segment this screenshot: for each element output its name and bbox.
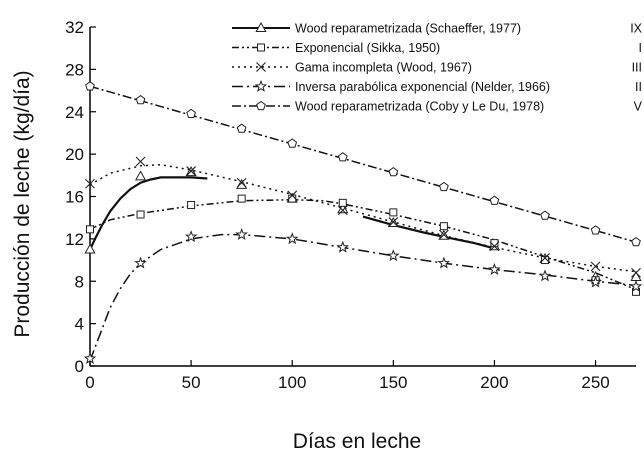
x-tick-label: 0 — [85, 373, 94, 392]
series-4-point-11 — [631, 236, 641, 247]
series-3-point-4 — [285, 232, 299, 245]
series-2-point-4 — [287, 190, 298, 201]
series-2-point-2 — [186, 166, 196, 176]
series-4-point-6 — [388, 166, 399, 177]
series-1-point-9 — [541, 256, 549, 265]
x-axis-label: Días en leche — [293, 430, 421, 453]
series-2-point-5 — [337, 205, 348, 216]
x-tick-label: 150 — [379, 373, 407, 392]
y-tick-label: 28 — [65, 60, 84, 79]
series-3-point-10 — [589, 275, 602, 288]
series-4-point-5 — [337, 152, 348, 162]
series-2-point-10 — [590, 261, 601, 272]
legend-marker-0 — [255, 21, 267, 32]
series-3-point-9 — [538, 269, 552, 282]
series-1-point-2 — [187, 200, 196, 209]
series-0-point-3 — [236, 178, 248, 189]
series-curve-0-segment — [362, 215, 495, 250]
legend-label-3: Inversa parabólica exponencial (Nelder, … — [295, 80, 550, 94]
series-3-point-1 — [134, 256, 147, 269]
series-1-point-0 — [86, 225, 94, 234]
x-tick-label: 50 — [182, 373, 201, 392]
series-4-point-3 — [236, 123, 247, 133]
series-4-point-9 — [540, 210, 550, 220]
series-curve-1 — [89, 198, 637, 291]
series-4-point-1 — [135, 94, 146, 105]
series-3-point-0 — [83, 351, 97, 364]
legend-marker-1 — [257, 43, 265, 52]
legend-marker-2 — [256, 62, 266, 72]
series-3-point-6 — [387, 249, 400, 262]
series-4-point-8 — [489, 195, 500, 205]
series-4-point-0 — [85, 81, 95, 91]
series-2-point-11 — [631, 267, 641, 278]
series-2-point-6 — [388, 217, 399, 227]
y-tick-label: 16 — [65, 188, 84, 207]
y-tick-label: 20 — [65, 145, 84, 164]
series-3-point-3 — [235, 227, 248, 240]
legend-label-1: Exponencial (Sikka, 1950) — [295, 41, 440, 55]
series-3-point-8 — [488, 262, 501, 275]
series-0-point-0 — [84, 243, 96, 254]
legend-label-4: Wood reparametrizada (Coby y Le Du, 1978… — [295, 100, 544, 114]
legend-label-0: Wood reparametrizada (Schaeffer, 1977) — [295, 22, 521, 36]
series-4-point-7 — [439, 181, 449, 192]
series-2-point-1 — [135, 156, 146, 167]
x-tick-label: 250 — [581, 373, 609, 392]
axes: 0 50 100 150 200 250 0 4 8 12 16 20 24 28 32 — [65, 18, 636, 392]
series-curves — [89, 85, 637, 361]
series-1-point-5 — [338, 198, 347, 207]
series-1-point-1 — [136, 210, 145, 219]
legend-code-4: V — [634, 100, 643, 114]
series-3-point-7 — [437, 256, 451, 269]
series-1-point-7 — [439, 222, 448, 231]
series-1-point-6 — [389, 208, 398, 217]
legend: Wood reparametrizada (Schaeffer, 1977) IX… — [232, 22, 643, 114]
legend-code-2: III — [632, 61, 642, 75]
legend-label-2: Gama incompleta (Wood, 1967) — [295, 61, 472, 75]
series-curve-3 — [89, 233, 637, 361]
y-tick-label: 0 — [75, 357, 84, 376]
series-2-point-7 — [439, 229, 449, 240]
series-2-point-8 — [489, 241, 500, 252]
legend-code-3: II — [635, 80, 642, 94]
series-markers — [83, 81, 643, 364]
legend-marker-3 — [254, 79, 268, 92]
legend-code-0: IX — [630, 22, 642, 36]
y-tick-label: 12 — [65, 230, 84, 249]
series-2-point-0 — [85, 178, 95, 189]
y-tick-label: 4 — [75, 315, 84, 334]
legend-code-1: I — [639, 41, 642, 55]
legend-marker-4 — [256, 100, 266, 111]
y-axis-label: Producción de leche (kg/día) — [11, 70, 34, 337]
y-tick-label: 32 — [65, 18, 84, 37]
y-tick-label: 8 — [75, 272, 84, 291]
series-4-point-10 — [590, 225, 601, 235]
series-curve-0 — [89, 176, 208, 250]
series-1-point-3 — [237, 194, 246, 203]
series-3-point-11 — [629, 279, 643, 292]
series-4-point-4 — [287, 138, 298, 148]
series-2-point-3 — [236, 177, 247, 188]
series-2-point-9 — [540, 253, 550, 263]
x-tick-label: 200 — [480, 373, 508, 392]
series-3-point-2 — [184, 230, 198, 243]
x-tick-label: 100 — [278, 373, 306, 392]
series-0-point-1 — [134, 170, 147, 181]
series-3-point-5 — [336, 240, 350, 253]
series-curve-2 — [89, 163, 637, 273]
y-tick-label: 24 — [65, 103, 84, 122]
series-4-point-2 — [186, 108, 196, 118]
